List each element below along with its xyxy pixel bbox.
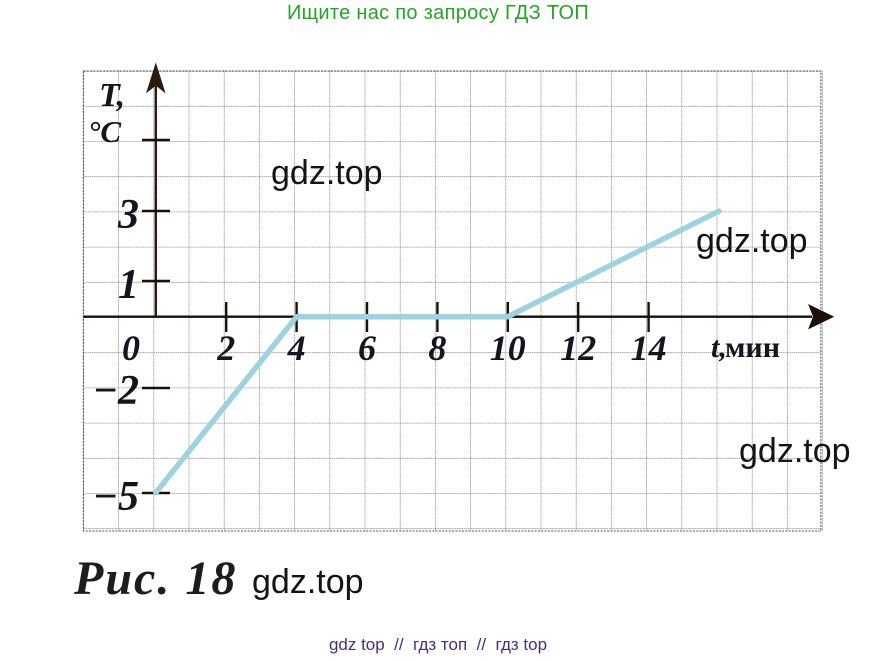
svg-text:3: 3 — [117, 192, 139, 238]
svg-text:0: 0 — [122, 328, 140, 368]
svg-text:gdz.top: gdz.top — [696, 222, 808, 260]
svg-text:gdz.top: gdz.top — [271, 154, 383, 192]
svg-text:2: 2 — [216, 328, 235, 368]
svg-text:°C: °C — [88, 114, 121, 149]
svg-text:мин: мин — [725, 331, 780, 364]
svg-text:−2: −2 — [93, 368, 139, 414]
svg-text:gdz.top: gdz.top — [739, 432, 851, 470]
svg-text:4: 4 — [287, 328, 306, 368]
svg-text:T,: T, — [99, 77, 125, 114]
svg-text:14: 14 — [631, 328, 667, 368]
svg-text:8: 8 — [428, 328, 446, 368]
svg-text:1: 1 — [118, 262, 139, 308]
svg-text:10: 10 — [490, 328, 526, 368]
svg-text:−5: −5 — [93, 474, 139, 520]
svg-text:12: 12 — [560, 328, 596, 368]
svg-text:6: 6 — [358, 328, 376, 368]
